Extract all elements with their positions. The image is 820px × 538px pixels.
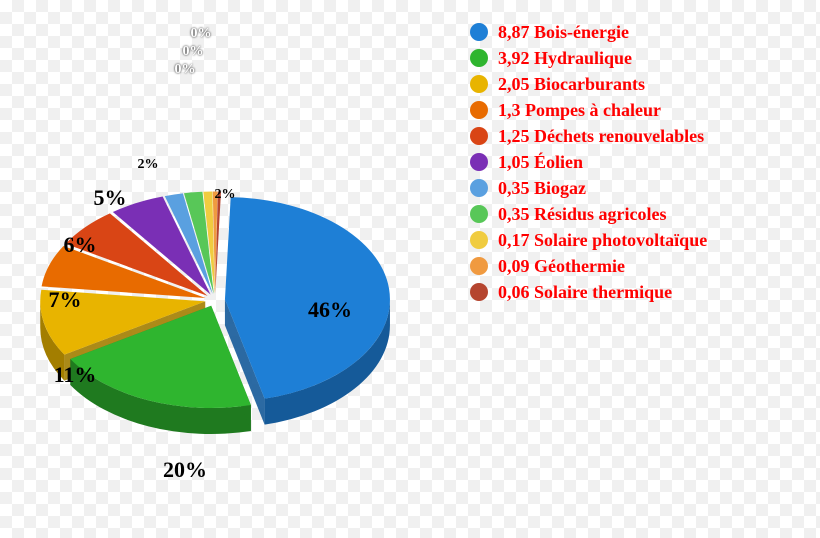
pie-slice-label: 7% — [49, 287, 82, 313]
legend-item: 0,35 Biogaz — [470, 176, 707, 200]
legend: 8,87 Bois-énergie 3,92 Hydraulique 2,05 Bi… — [470, 20, 707, 306]
pie-slice-label: 46% — [308, 297, 352, 323]
legend-text: 8,87 Bois-énergie — [498, 22, 629, 43]
legend-swatch — [470, 257, 488, 275]
pie-slice-label: 2% — [215, 187, 236, 203]
legend-text: 0,06 Solaire thermique — [498, 282, 672, 303]
pie-slice-label: 5% — [94, 185, 127, 211]
pie-svg — [0, 0, 440, 533]
legend-item: 0,17 Solaire photovoltaïque — [470, 228, 707, 252]
pie-slice-label: 0% — [191, 26, 212, 42]
pie-slice-label: 20% — [163, 457, 207, 483]
legend-text: 3,92 Hydraulique — [498, 48, 632, 69]
pie-chart: 46% 20% 11% 7% 6% 5% 2% 2% 0% 0% 0% — [0, 0, 440, 533]
legend-text: 1,25 Déchets renouvelables — [498, 126, 704, 147]
legend-text: 0,09 Géothermie — [498, 256, 625, 277]
legend-text: 0,17 Solaire photovoltaïque — [498, 230, 707, 251]
legend-swatch — [470, 101, 488, 119]
pie-slice-label: 2% — [138, 157, 159, 173]
legend-item: 3,92 Hydraulique — [470, 46, 707, 70]
legend-swatch — [470, 23, 488, 41]
legend-swatch — [470, 283, 488, 301]
legend-swatch — [470, 153, 488, 171]
legend-text: 1,05 Éolien — [498, 152, 583, 173]
pie-slice-label: 11% — [54, 362, 97, 388]
pie-slice-label: 0% — [175, 62, 196, 78]
legend-text: 1,3 Pompes à chaleur — [498, 100, 661, 121]
pie-slice-label: 6% — [64, 232, 97, 258]
legend-text: 0,35 Résidus agricoles — [498, 204, 667, 225]
legend-item: 1,05 Éolien — [470, 150, 707, 174]
legend-item: 0,09 Géothermie — [470, 254, 707, 278]
legend-swatch — [470, 127, 488, 145]
legend-text: 0,35 Biogaz — [498, 178, 586, 199]
pie-slice-label: 0% — [183, 44, 204, 60]
legend-swatch — [470, 205, 488, 223]
legend-text: 2,05 Biocarburants — [498, 74, 645, 95]
legend-swatch — [470, 179, 488, 197]
legend-item: 8,87 Bois-énergie — [470, 20, 707, 44]
legend-item: 1,25 Déchets renouvelables — [470, 124, 707, 148]
legend-swatch — [470, 49, 488, 67]
legend-swatch — [470, 75, 488, 93]
legend-item: 0,35 Résidus agricoles — [470, 202, 707, 226]
legend-item: 1,3 Pompes à chaleur — [470, 98, 707, 122]
legend-swatch — [470, 231, 488, 249]
legend-item: 2,05 Biocarburants — [470, 72, 707, 96]
legend-item: 0,06 Solaire thermique — [470, 280, 707, 304]
